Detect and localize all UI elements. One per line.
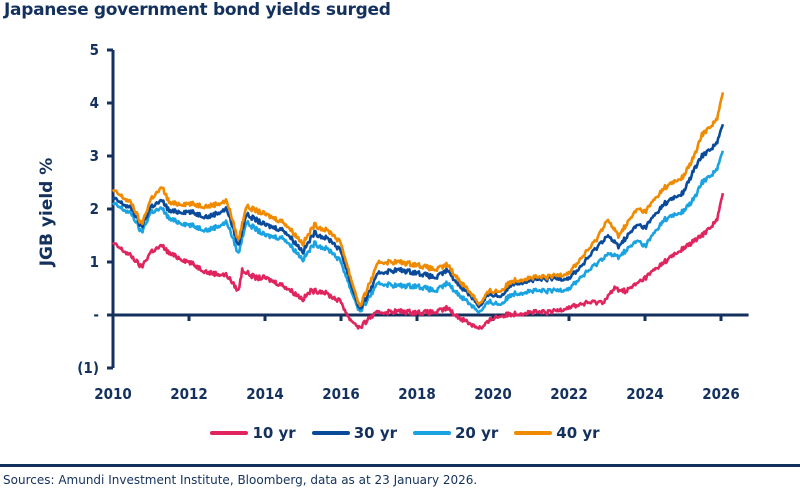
legend-item: 20 yr <box>413 424 498 442</box>
legend-swatch <box>514 431 553 435</box>
legend-item: 40 yr <box>514 424 600 442</box>
x-tick-label: 2020 <box>474 385 512 403</box>
series-line-30-yr <box>111 123 725 310</box>
y-tick-label: 5 <box>90 41 99 59</box>
legend-swatch <box>311 431 350 435</box>
series-lines <box>111 92 725 330</box>
divider <box>0 464 800 467</box>
x-tick-label: 2018 <box>398 385 436 403</box>
x-tick-label: 2022 <box>550 385 588 403</box>
x-tick-label: 2026 <box>702 385 740 403</box>
chart-title: Japanese government bond yields surged <box>4 0 391 20</box>
axes: 5 4 3 2 1 - (1) 2010 2012 2014 2016 2018 2020 2022 202… <box>77 41 749 403</box>
legend-label: 40 yr <box>556 424 600 442</box>
y-tick-label: 3 <box>90 147 99 165</box>
legend-label: 10 yr <box>252 424 296 442</box>
y-tick-label: - <box>93 306 99 324</box>
legend-swatch <box>210 431 249 435</box>
series-line-40-yr <box>111 92 725 308</box>
source-note: Sources: Amundi Investment Institute, Bl… <box>3 473 478 487</box>
legend-swatch <box>413 431 451 435</box>
line-chart: 5 4 3 2 1 - (1) 2010 2012 2014 2016 2018 2020 2022 202… <box>37 41 749 403</box>
legend-label: 30 yr <box>353 424 397 442</box>
x-tick-label: 2012 <box>170 385 208 403</box>
legend-item: 30 yr <box>311 424 397 442</box>
series-line-10-yr <box>111 192 725 330</box>
x-tick-label: 2016 <box>322 385 360 403</box>
y-axis-label: JGB yield % <box>37 158 57 268</box>
y-tick-label: 2 <box>90 200 99 218</box>
legend: 10 yr 30 yr 20 yr 40 yr <box>0 424 800 442</box>
y-tick-label: 1 <box>90 253 99 271</box>
series-line-20-yr <box>111 150 725 315</box>
y-tick-label: 4 <box>90 94 99 112</box>
y-tick-label: (1) <box>77 359 99 377</box>
x-tick-label: 2010 <box>94 385 132 403</box>
legend-label: 20 yr <box>455 424 499 442</box>
x-tick-label: 2014 <box>246 385 284 403</box>
x-tick-label: 2024 <box>626 385 664 403</box>
legend-item: 10 yr <box>210 424 296 442</box>
